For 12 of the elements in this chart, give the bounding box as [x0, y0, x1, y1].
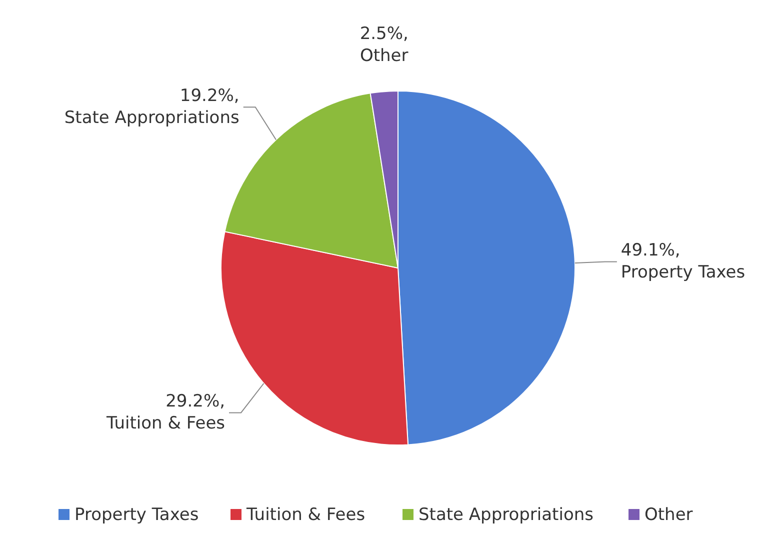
data-label: 19.2%, [180, 86, 240, 106]
slice-label: Property Taxes [620, 262, 746, 283]
data-label: 2.5%, [360, 24, 408, 44]
slice-label: Tuition & Fees [105, 414, 226, 434]
data-label: 49.1%, [620, 240, 680, 261]
data-label: 29.2%, [166, 392, 226, 412]
slice-label: State Appropriations [64, 108, 240, 128]
slice-label: Other [360, 46, 408, 66]
legend-label: State Appropriations [418, 505, 594, 525]
legend-label: Property Taxes [74, 505, 199, 525]
legend-label: Tuition & Fees [246, 505, 366, 525]
legend-label: Other [644, 505, 693, 525]
